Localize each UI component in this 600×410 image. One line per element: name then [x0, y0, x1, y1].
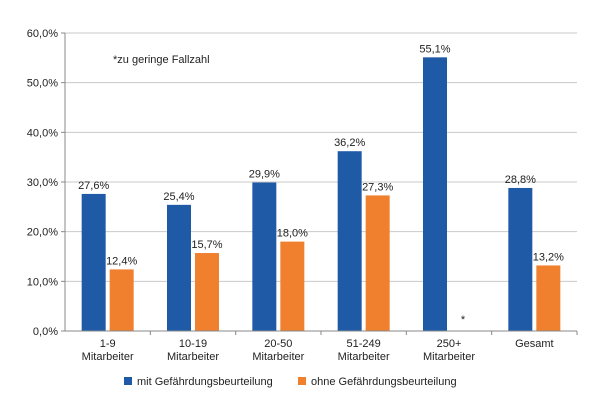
- x-tick-label: 10-19 Mitarbeiter: [167, 338, 219, 363]
- y-tick-label: 0,0%: [33, 326, 58, 338]
- bar-mit: [167, 204, 191, 331]
- bar-mit: [508, 187, 533, 331]
- x-tick-label: 1-9 Mitarbeiter: [82, 338, 134, 363]
- legend-swatch: [124, 377, 132, 385]
- bar-ohne: [365, 195, 390, 331]
- data-label: 25,4%: [163, 191, 194, 203]
- y-tick-label: 10,0%: [27, 276, 58, 288]
- y-tick-label: 60,0%: [27, 28, 58, 40]
- legend-label: ohne Gefährdungsbeurteilung: [311, 376, 457, 388]
- x-tick-label: 20-50 Mitarbeiter: [252, 338, 304, 363]
- data-label: 15,7%: [191, 239, 222, 251]
- x-tick-label: Gesamt: [515, 338, 554, 350]
- x-tick-label: 51-249 Mitarbeiter: [338, 338, 390, 363]
- gridlines: [65, 32, 577, 332]
- y-axis: 0,0% 10,0% 20,0% 30,0% 40,0% 50,0% 60,0%: [27, 28, 66, 338]
- bars: [81, 57, 561, 331]
- x-tick-label: 250+ Mitarbeiter: [423, 338, 475, 363]
- legend-swatch: [298, 377, 306, 385]
- x-axis: 1-9 Mitarbeiter 10-19 Mitarbeiter 20-50 Mitar…: [65, 330, 578, 363]
- bar-mit: [252, 182, 277, 331]
- legend-label: mit Gefährdungsbeurteilung: [137, 376, 273, 388]
- y-tick-label: 50,0%: [27, 78, 58, 90]
- data-label: 18,0%: [277, 228, 308, 240]
- data-label: 12,4%: [106, 255, 137, 267]
- y-tick-label: 40,0%: [27, 127, 58, 139]
- y-tick-label: 20,0%: [27, 227, 58, 239]
- legend: mit Gefährdungsbeurteilung ohne Gefährdun…: [124, 376, 457, 388]
- bar-mit: [423, 57, 447, 331]
- data-label: 29,9%: [249, 168, 280, 180]
- data-label: 27,3%: [362, 181, 393, 193]
- data-label: 55,1%: [419, 43, 450, 55]
- annotation-note: *zu geringe Fallzahl: [113, 54, 210, 66]
- bar-ohne: [195, 253, 219, 331]
- bar-ohne: [536, 265, 561, 331]
- data-label: 36,2%: [334, 137, 365, 149]
- bar-mit: [81, 193, 106, 331]
- data-labels: 27,6% 12,4% 25,4% 15,7% 29,9% 18,0% 36,2% 27,3%…: [78, 43, 564, 326]
- data-label-asterisk: *: [461, 314, 466, 326]
- bar-ohne: [280, 241, 305, 331]
- bar-mit: [337, 151, 362, 331]
- data-label: 28,8%: [505, 174, 536, 186]
- bar-ohne: [109, 269, 134, 331]
- data-label: 13,2%: [533, 251, 564, 263]
- data-label: 27,6%: [78, 180, 109, 192]
- y-tick-label: 30,0%: [27, 177, 58, 189]
